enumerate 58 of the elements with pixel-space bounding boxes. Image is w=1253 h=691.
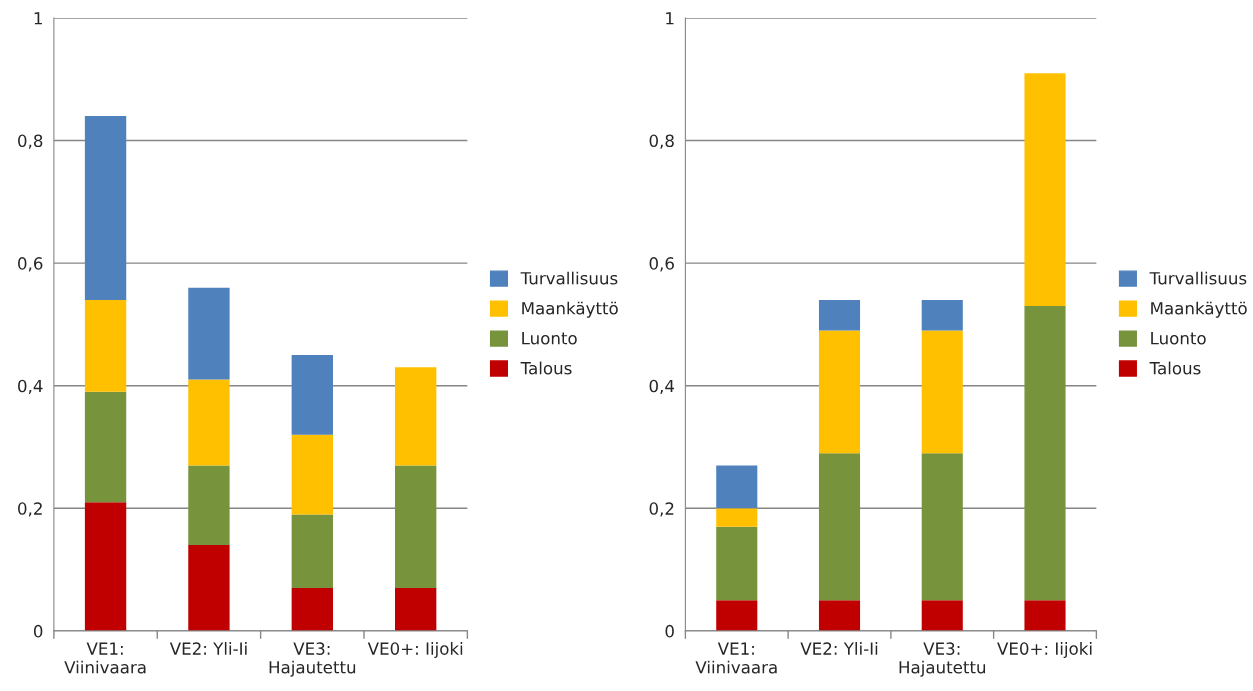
y-tick-label: 0,2 xyxy=(649,502,674,517)
x-tick-label: VE1: Viinivaara xyxy=(695,642,777,674)
legend-label: Talous xyxy=(1149,361,1201,375)
x-tick-label: VE1: Viinivaara xyxy=(64,642,146,674)
y-tick-label: 1 xyxy=(34,12,42,25)
bar xyxy=(84,299,127,392)
bar xyxy=(188,379,230,466)
legend-label: Maankäyttö xyxy=(522,301,618,318)
x-tick-label: VE0+: Iijoki xyxy=(367,641,463,659)
bar xyxy=(84,116,127,300)
legend-label: Luonto xyxy=(1151,332,1206,345)
x-tick-label: VE0+: Iijoki xyxy=(997,641,1092,659)
bar xyxy=(921,600,963,631)
bar xyxy=(818,330,861,454)
bar xyxy=(921,330,963,454)
x-tick-label: VE2: Yli-Ii xyxy=(169,641,247,655)
legend-label: Maankäyttö xyxy=(1151,301,1247,318)
bar xyxy=(1024,73,1066,307)
bar xyxy=(716,465,758,509)
bar xyxy=(818,299,861,331)
bar xyxy=(716,526,758,601)
bar xyxy=(395,367,437,466)
bar xyxy=(291,355,333,435)
bar xyxy=(84,502,127,631)
y-tick-label: 0,6 xyxy=(649,257,674,272)
y-tick-label: 0,8 xyxy=(18,134,43,149)
bar xyxy=(921,453,963,601)
y-tick-label: 0 xyxy=(665,624,674,638)
bar xyxy=(188,287,230,380)
y-tick-label: 0,4 xyxy=(18,379,43,394)
bar xyxy=(84,391,127,503)
bar xyxy=(921,299,963,331)
y-tick-label: 0,4 xyxy=(649,379,675,394)
bar xyxy=(716,508,758,527)
bar xyxy=(1024,306,1066,601)
y-tick-label: 0,8 xyxy=(649,134,674,149)
x-tick-label: VE3: Hajautettu xyxy=(899,642,986,677)
x-tick-label: VE2: Yli-Ii xyxy=(800,641,878,655)
legend-label: Turvallisuus xyxy=(520,271,618,285)
legend-label: Talous xyxy=(520,361,572,375)
bar xyxy=(395,465,437,588)
bar xyxy=(291,434,333,515)
bar xyxy=(818,453,861,601)
y-tick-label: 0,2 xyxy=(18,502,42,517)
bar xyxy=(291,514,333,588)
bar xyxy=(818,600,861,631)
bar xyxy=(395,587,437,631)
bar xyxy=(188,465,230,546)
bar xyxy=(291,587,333,631)
bar xyxy=(1024,600,1066,631)
x-tick-label: VE3: Hajautettu xyxy=(269,642,356,677)
bar xyxy=(188,545,230,631)
y-tick-label: 1 xyxy=(666,12,674,25)
y-tick-label: 0 xyxy=(33,624,43,638)
y-tick-label: 0,6 xyxy=(18,257,43,272)
legend-label: Luonto xyxy=(522,332,577,345)
bar xyxy=(716,600,758,631)
legend-label: Turvallisuus xyxy=(1149,271,1247,285)
